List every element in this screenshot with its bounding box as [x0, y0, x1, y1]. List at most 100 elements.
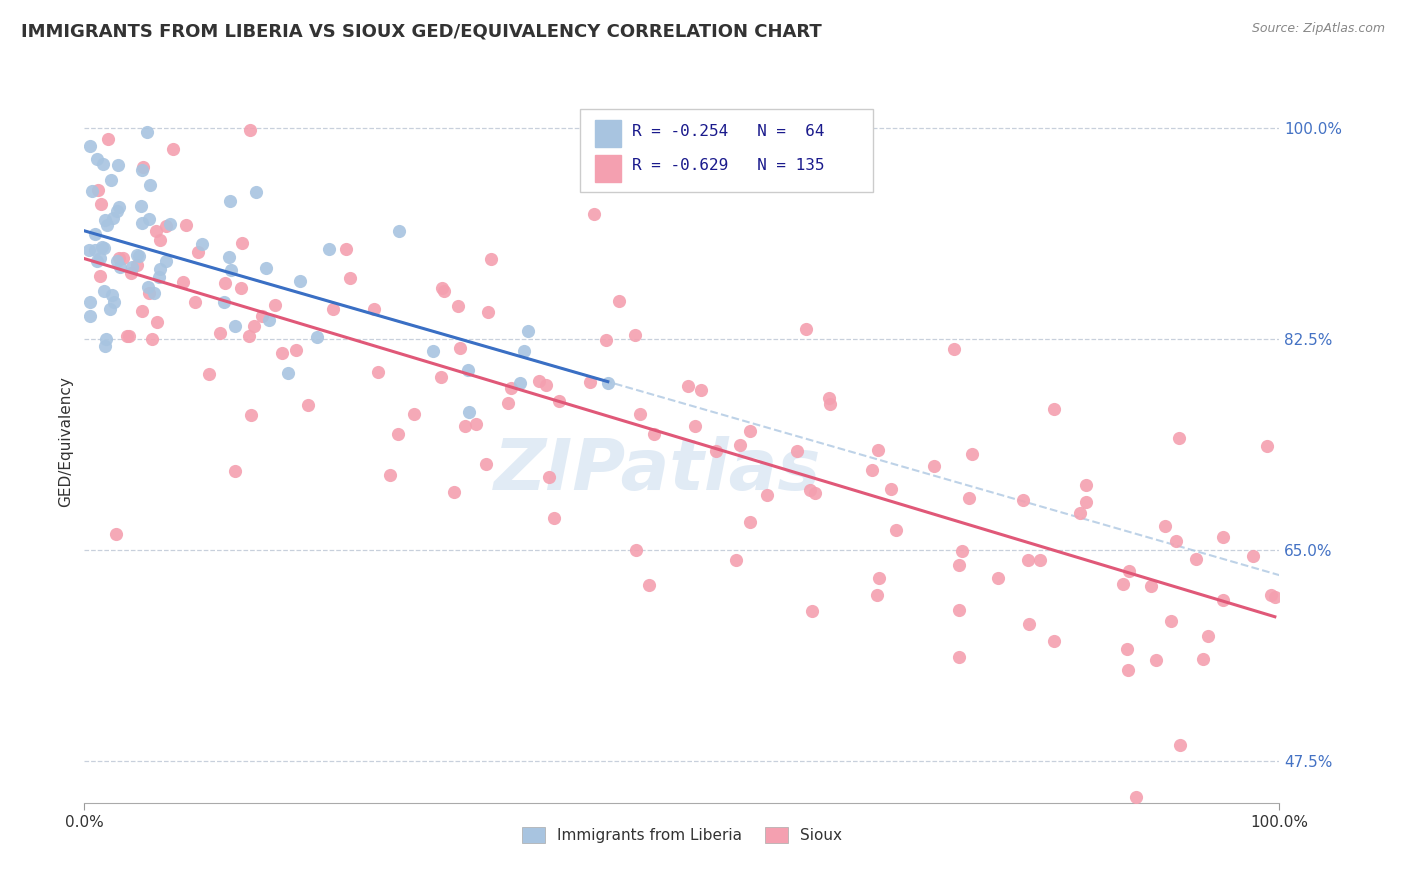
Point	[796, 322, 818, 336]
Point	[363, 302, 385, 317]
Point	[105, 203, 128, 218]
Point	[387, 427, 409, 442]
Point	[1115, 642, 1137, 657]
Point	[860, 463, 883, 477]
Point	[254, 260, 277, 275]
Point	[1264, 591, 1286, 605]
Point	[143, 286, 166, 301]
Point	[730, 438, 752, 452]
Point	[430, 370, 453, 384]
Point	[1168, 738, 1191, 752]
Point	[162, 141, 184, 155]
Point	[1212, 530, 1234, 544]
Point	[131, 160, 153, 174]
Text: R = -0.254   N =  64: R = -0.254 N = 64	[631, 124, 824, 138]
Point	[94, 332, 117, 346]
Point	[101, 211, 124, 225]
Point	[1144, 653, 1167, 667]
Point	[105, 254, 128, 268]
FancyBboxPatch shape	[595, 154, 621, 182]
Point	[866, 588, 889, 602]
Point	[1076, 478, 1098, 492]
Point	[149, 261, 172, 276]
Point	[198, 368, 221, 382]
Point	[1076, 495, 1098, 509]
Point	[499, 381, 522, 395]
Point	[430, 281, 453, 295]
Point	[433, 284, 456, 298]
Point	[94, 339, 117, 353]
Point	[1125, 789, 1147, 804]
Point	[155, 219, 177, 233]
Point	[100, 173, 122, 187]
Point	[422, 343, 444, 358]
Point	[219, 262, 242, 277]
Point	[818, 391, 841, 405]
Point	[91, 240, 114, 254]
Point	[159, 218, 181, 232]
Point	[305, 330, 328, 344]
FancyBboxPatch shape	[595, 120, 621, 147]
Point	[264, 298, 287, 312]
Point	[125, 247, 148, 261]
Point	[942, 342, 965, 356]
Point	[1241, 549, 1264, 563]
Point	[1018, 616, 1040, 631]
Point	[582, 207, 605, 221]
Point	[880, 482, 903, 496]
Point	[219, 194, 242, 208]
Point	[1112, 576, 1135, 591]
Point	[801, 604, 824, 618]
Point	[624, 543, 647, 558]
Point	[83, 227, 105, 241]
Point	[136, 125, 159, 139]
Point	[98, 301, 121, 316]
Point	[108, 260, 131, 274]
Point	[173, 275, 195, 289]
Point	[125, 258, 148, 272]
Point	[105, 527, 128, 541]
Point	[1184, 552, 1206, 566]
Text: IMMIGRANTS FROM LIBERIA VS SIOUX GED/EQUIVALENCY CORRELATION CHART: IMMIGRANTS FROM LIBERIA VS SIOUX GED/EQU…	[21, 22, 823, 40]
Point	[477, 305, 499, 319]
Point	[335, 242, 357, 256]
Point	[536, 377, 558, 392]
Point	[231, 235, 253, 250]
Point	[884, 524, 907, 538]
Point	[120, 266, 142, 280]
Point	[89, 251, 111, 265]
Point	[79, 295, 101, 310]
Point	[89, 269, 111, 284]
Point	[457, 363, 479, 377]
Point	[90, 196, 112, 211]
Point	[513, 343, 536, 358]
Point	[740, 516, 762, 530]
Point	[121, 260, 143, 274]
Point	[94, 213, 117, 227]
Point	[818, 397, 841, 411]
Point	[643, 427, 665, 442]
Point	[475, 457, 498, 471]
Point	[224, 464, 246, 478]
Point	[595, 334, 617, 348]
Point	[1164, 534, 1187, 549]
Point	[1212, 593, 1234, 607]
Point	[987, 570, 1010, 584]
Point	[402, 407, 425, 421]
Point	[496, 396, 519, 410]
Point	[453, 419, 475, 434]
Point	[948, 602, 970, 616]
Point	[538, 469, 561, 483]
Point	[1191, 652, 1213, 666]
Point	[740, 425, 762, 439]
Point	[607, 294, 630, 309]
Point	[277, 366, 299, 380]
Point	[271, 346, 294, 360]
Point	[141, 332, 163, 346]
Point	[103, 295, 125, 310]
Point	[242, 318, 264, 333]
Point	[1029, 552, 1052, 566]
Point	[637, 578, 659, 592]
FancyBboxPatch shape	[581, 109, 873, 193]
Point	[339, 271, 361, 285]
